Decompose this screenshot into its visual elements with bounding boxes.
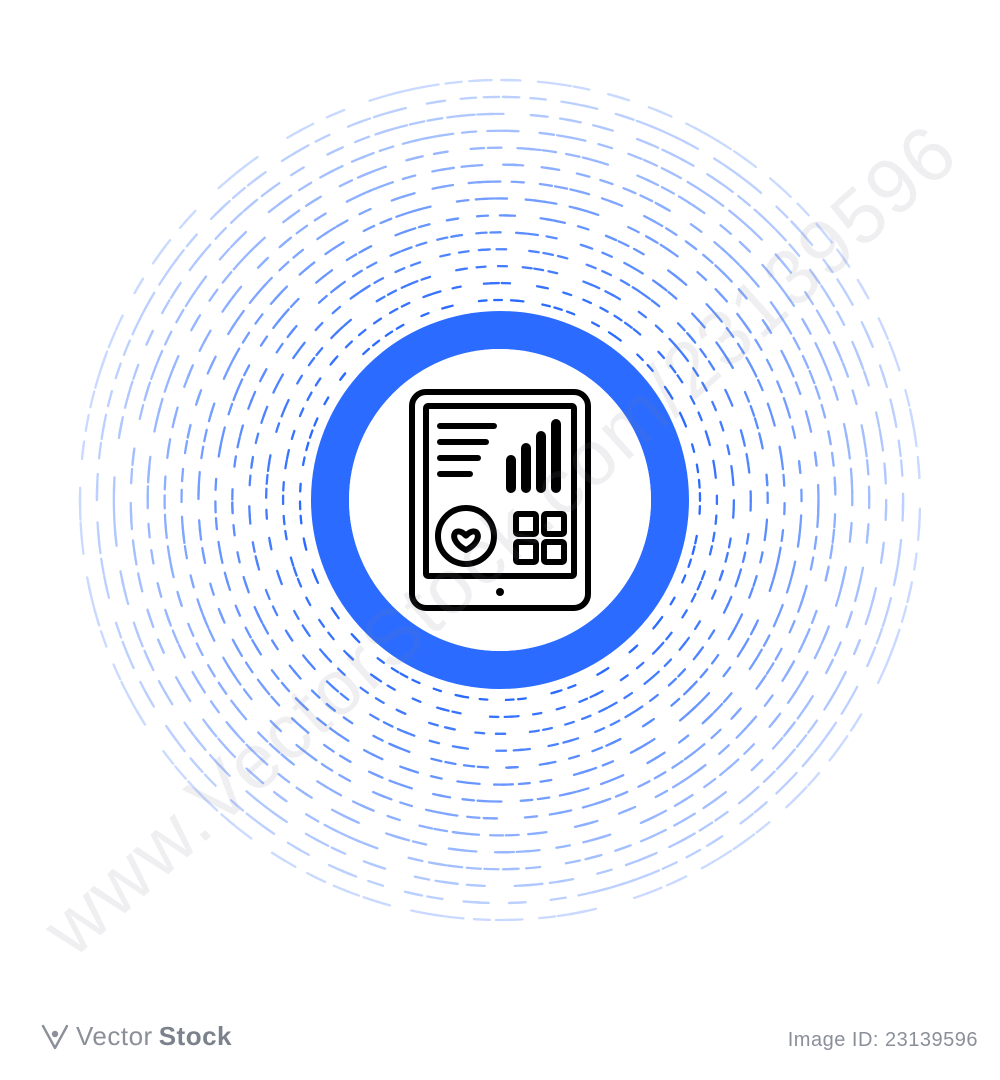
image-id: Image ID: 23139596: [788, 1029, 978, 1052]
brand-mark-icon: [40, 1022, 70, 1052]
brand-left: Vector: [76, 1021, 153, 1052]
infographic-canvas: www.VectorStock.com/23139596 VectorStock…: [0, 0, 1000, 1080]
brand-watermark: VectorStock: [40, 1021, 232, 1052]
brand-right: Stock: [159, 1021, 232, 1052]
vector-art: [0, 0, 1000, 1080]
